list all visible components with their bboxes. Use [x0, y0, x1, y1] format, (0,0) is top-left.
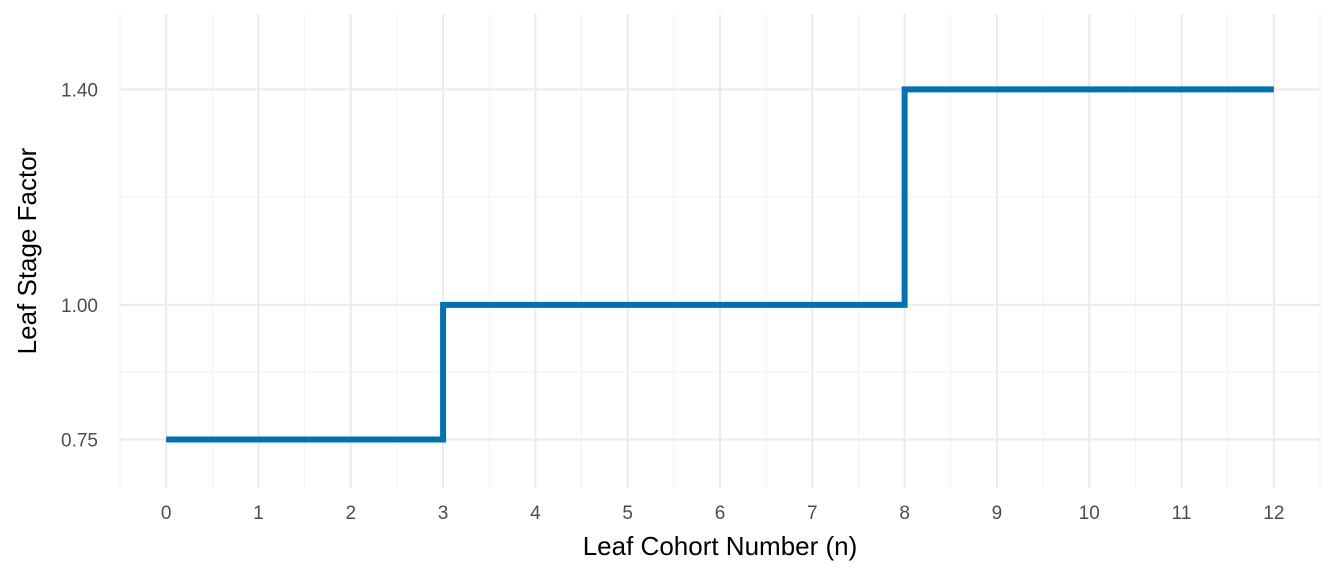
x-tick-label: 3	[438, 503, 449, 524]
x-tick-label: 2	[345, 503, 356, 524]
y-tick-label: 1.00	[61, 296, 98, 317]
series-layer	[166, 86, 1274, 443]
x-tick-label: 9	[992, 503, 1003, 524]
x-tick-label: 7	[807, 503, 818, 524]
y-axis-tick-labels: 0.75 1.00 1.40	[61, 80, 98, 451]
x-tick-label: 5	[622, 503, 633, 524]
y-axis-title: Leaf Stage Factor	[12, 147, 42, 354]
series-line	[166, 86, 1274, 443]
x-tick-label: 1	[253, 503, 264, 524]
x-tick-label: 10	[1079, 503, 1100, 524]
x-tick-label: 4	[530, 503, 541, 524]
x-axis-title: Leaf Cohort Number (n)	[583, 531, 858, 561]
grid	[119, 14, 1321, 488]
x-tick-label: 0	[161, 503, 172, 524]
x-tick-label: 6	[715, 503, 726, 524]
x-axis-tick-labels: 0 1 2 3 4 5 6 7 8 9 10 11 12	[161, 503, 1285, 524]
x-tick-label: 12	[1263, 503, 1284, 524]
y-tick-label: 1.40	[61, 80, 98, 101]
y-tick-label: 0.75	[61, 431, 98, 452]
x-tick-label: 11	[1172, 503, 1192, 524]
x-tick-label: 8	[899, 503, 910, 524]
